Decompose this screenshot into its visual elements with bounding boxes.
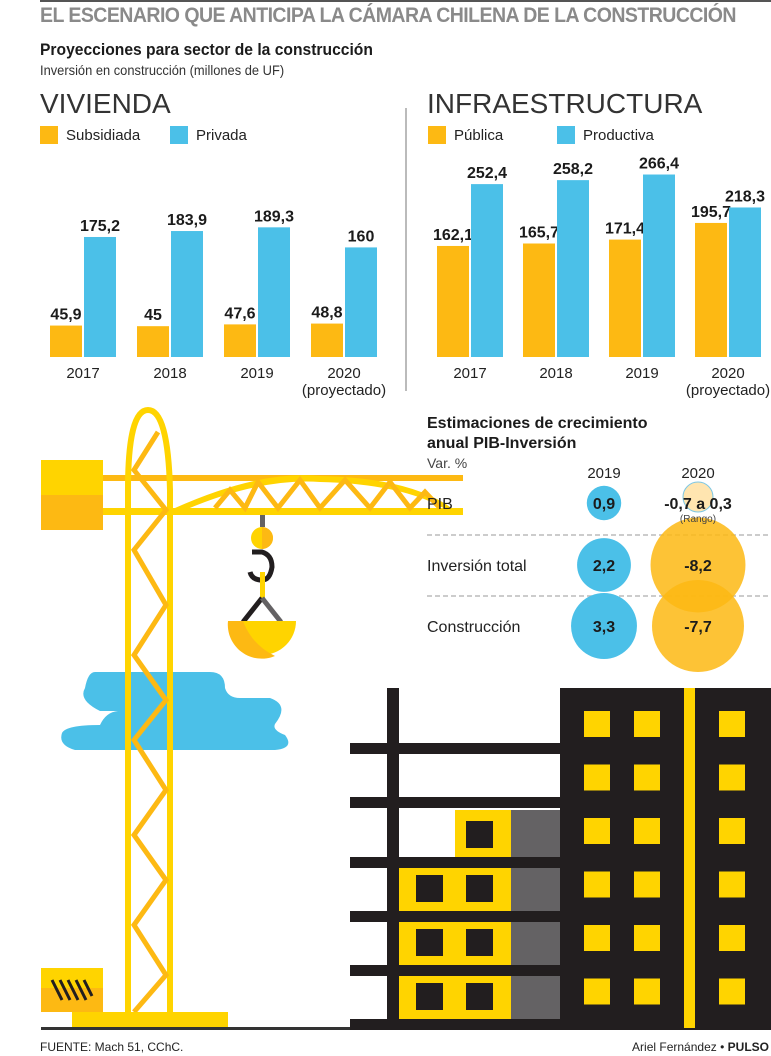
x-tick-note: (proyectado) — [686, 382, 770, 399]
bar-subsidiada-2018 — [137, 326, 169, 357]
window — [584, 978, 610, 1005]
bar-pública-2018 — [523, 243, 555, 357]
crane-icon — [41, 406, 463, 1028]
bar-value-label: 175,2 — [80, 218, 120, 235]
window — [584, 925, 610, 951]
bar-value-label: 162,1 — [433, 227, 473, 244]
bar-privada-2020 — [345, 247, 377, 357]
bar-subsidiada-2019 — [224, 324, 256, 357]
window — [719, 818, 745, 844]
bar-value-label: 218,3 — [725, 188, 765, 205]
bar-privada-2018 — [171, 231, 203, 357]
legend-label: Productiva — [583, 126, 654, 144]
credit: Ariel Fernández • PULSO — [632, 1040, 769, 1054]
x-tick-label: 2017 — [453, 365, 486, 382]
separator: • — [720, 1040, 725, 1054]
window — [634, 871, 660, 898]
window — [584, 818, 610, 844]
window — [584, 871, 610, 898]
main-title: EL ESCENARIO QUE ANTICIPA LA CÁMARA CHIL… — [40, 4, 737, 27]
bar-subsidiada-2020 — [311, 323, 343, 357]
window — [634, 764, 660, 791]
window — [584, 764, 610, 791]
legend-subsidiada: Subsidiada — [40, 126, 140, 144]
source-note: FUENTE: Mach 51, CChC. — [40, 1040, 184, 1054]
bar-value-label: 160 — [348, 228, 375, 245]
legend-swatch-blue — [170, 126, 188, 144]
subtitle: Proyecciones para sector de la construcc… — [40, 40, 373, 59]
legend-label: Privada — [196, 126, 247, 144]
legend-productiva: Productiva — [557, 126, 654, 144]
author: Ariel Fernández — [632, 1040, 717, 1054]
x-tick-label: 2020 — [711, 365, 744, 382]
infraestructura-title: INFRAESTRUCTURA — [427, 88, 703, 119]
bar-pública-2020 — [695, 222, 727, 357]
window — [719, 711, 745, 737]
bar-value-label: 165,7 — [519, 224, 559, 241]
bar-pública-2017 — [437, 245, 469, 357]
window — [719, 871, 745, 898]
bar-productiva-2017 — [471, 184, 503, 357]
legend-swatch-blue — [557, 126, 575, 144]
bubble-chart-unit: Var. % — [427, 455, 468, 471]
bar-charts: 45,9 175,2 2017 45 183,9 2018 47,6 189,3 2019 48,… — [50, 156, 770, 399]
bar-value-label: 48,8 — [311, 305, 342, 322]
legend-swatch-orange — [40, 126, 58, 144]
legend-publica: Pública — [428, 126, 503, 144]
x-tick-label: 2018 — [539, 365, 572, 382]
bar-value-label: 171,4 — [605, 221, 645, 238]
bar-value-label: 45 — [144, 307, 162, 324]
bar-value-label: 45,9 — [50, 307, 81, 324]
x-tick-label: 2017 — [66, 365, 99, 382]
x-tick-label: 2020 — [327, 365, 360, 382]
bar-productiva-2018 — [557, 180, 589, 357]
window — [719, 978, 745, 1005]
window — [634, 978, 660, 1005]
panel-divider — [405, 108, 407, 391]
bar-value-label: 252,4 — [467, 165, 507, 182]
x-tick-label: 2019 — [625, 365, 658, 382]
publication: PULSO — [727, 1040, 769, 1054]
building-tower-icon — [560, 688, 771, 1030]
bar-value-label: 189,3 — [254, 208, 294, 225]
bar-value-label: 183,9 — [167, 212, 207, 229]
legend-swatch-orange — [428, 126, 446, 144]
window — [719, 925, 745, 951]
bar-privada-2017 — [84, 236, 116, 357]
window — [634, 925, 660, 951]
window — [634, 711, 660, 737]
legend-label: Pública — [454, 126, 504, 144]
legend-privada: Privada — [170, 126, 247, 144]
bar-productiva-2020 — [729, 207, 761, 357]
bar-value-label: 266,4 — [639, 156, 679, 173]
building-frame-icon — [350, 688, 560, 1030]
bar-value-label: 47,6 — [224, 305, 255, 322]
bar-privada-2019 — [258, 227, 290, 357]
window — [719, 764, 745, 791]
bar-pública-2019 — [609, 239, 641, 357]
x-tick-label: 2018 — [153, 365, 186, 382]
top-rule — [40, 0, 771, 2]
cloud-icon — [61, 672, 289, 750]
bar-subsidiada-2017 — [50, 325, 82, 357]
bar-value-label: 195,7 — [691, 204, 731, 221]
bar-value-label: 258,2 — [553, 161, 593, 178]
bar-productiva-2019 — [643, 174, 675, 357]
x-tick-label: 2019 — [240, 365, 273, 382]
x-tick-note: (proyectado) — [302, 382, 386, 399]
caption: Inversión en construcción (millones de U… — [40, 62, 285, 78]
bubble-chart-title: Estimaciones de crecimiento anual PIB-In… — [427, 415, 648, 452]
legend-label: Subsidiada — [66, 126, 141, 144]
window — [584, 711, 610, 737]
window — [634, 818, 660, 844]
vivienda-title: VIVIENDA — [40, 88, 171, 119]
